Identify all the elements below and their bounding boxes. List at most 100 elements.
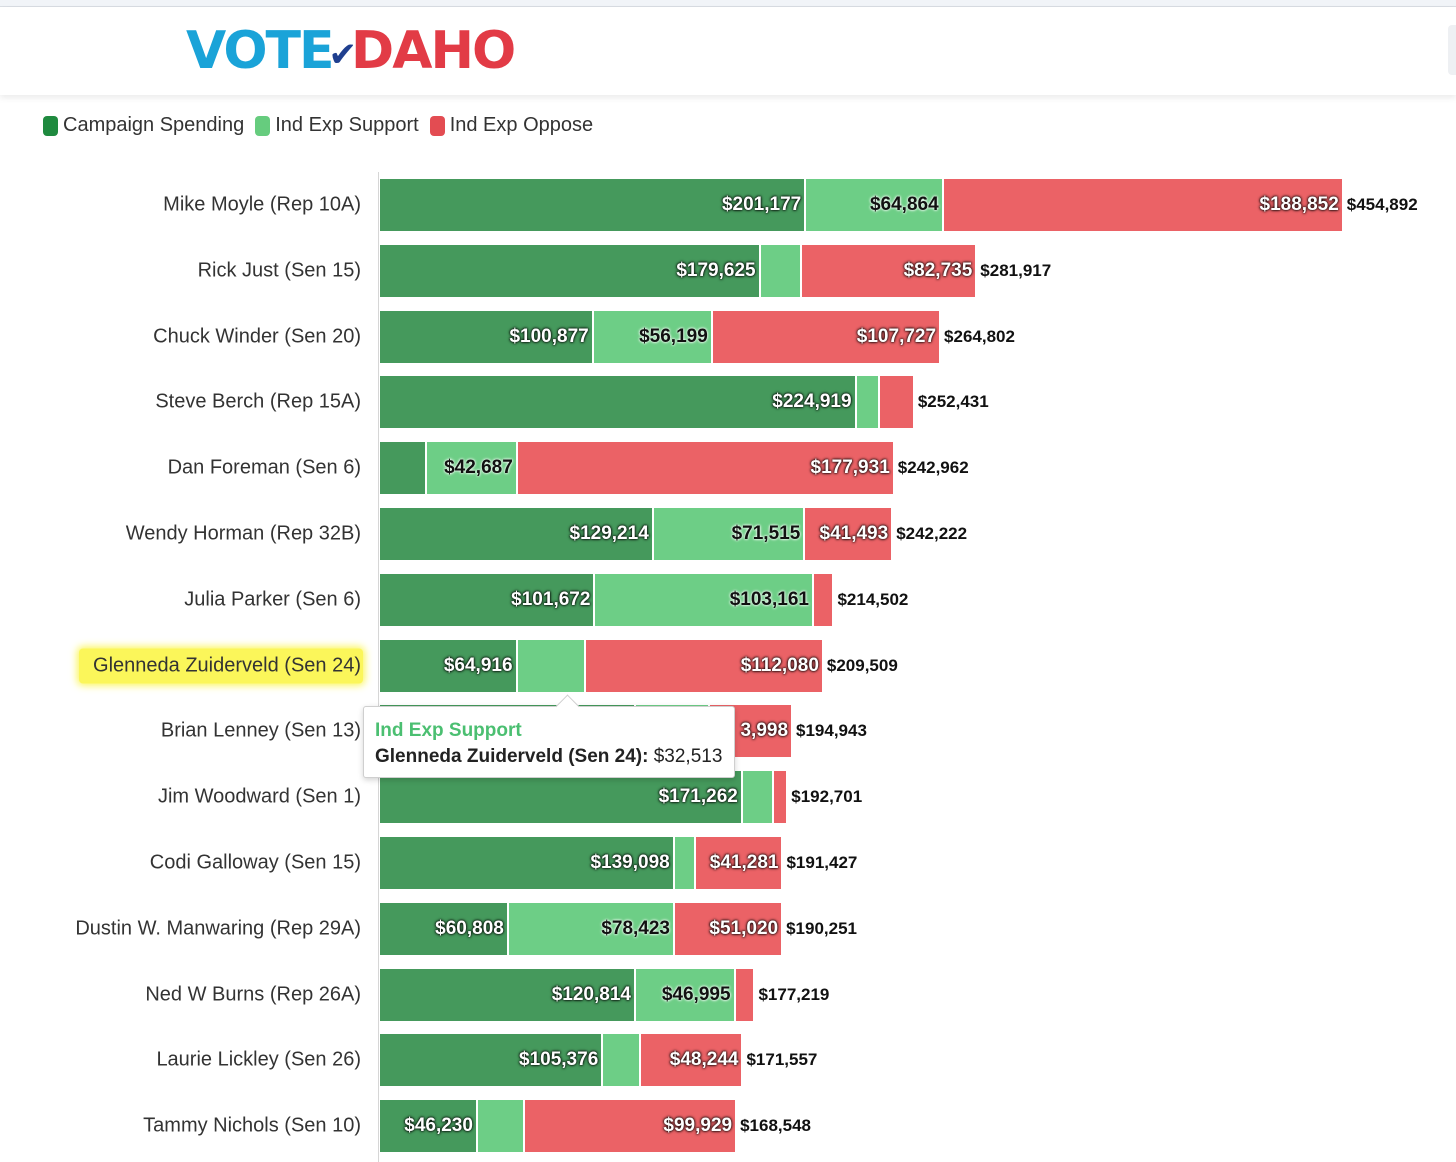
bar-segment-oppose[interactable] <box>802 244 978 297</box>
bar-segment-campaign[interactable] <box>380 376 857 429</box>
category-label: Codi Galloway (Sen 15) <box>149 851 361 874</box>
logo-vote-text: VOTE <box>186 21 335 81</box>
bar-segment-support[interactable] <box>603 1034 642 1087</box>
bar-total-label: $242,962 <box>897 458 969 478</box>
tooltip-candidate: Glenneda Zuiderveld (Sen 24): <box>375 746 649 767</box>
bar-value-label: $188,852 <box>1259 194 1339 215</box>
bar-value-label: $139,098 <box>590 852 670 873</box>
voteidaho-logo[interactable]: VOTE ✔ DAHO <box>186 21 516 81</box>
bar-segment-campaign[interactable] <box>380 244 761 297</box>
bar-segment-support[interactable] <box>742 771 774 824</box>
legend-item-support[interactable]: Ind Exp Support <box>255 114 419 137</box>
bar-value-label: $171,262 <box>658 786 738 808</box>
bar-total-label: $191,427 <box>786 853 858 872</box>
legend-swatch-campaign <box>43 115 58 136</box>
bar-segment-campaign[interactable] <box>380 442 428 495</box>
bar-total-label: $190,251 <box>786 918 857 938</box>
bar-segment-oppose[interactable] <box>805 508 894 560</box>
tooltip-line: Glenneda Zuiderveld (Sen 24): $32,513 <box>375 743 734 771</box>
bar-value-label: $42,687 <box>444 457 513 479</box>
bar-value-label: 3,998 <box>740 720 789 742</box>
category-label: Julia Parker (Sen 6) <box>184 588 361 611</box>
bar-segment-oppose[interactable] <box>525 1100 738 1153</box>
bar-value-label: $177,931 <box>810 457 890 479</box>
bar-segment-support[interactable] <box>760 244 802 297</box>
bar-segment-oppose[interactable] <box>712 310 942 363</box>
bar-value-label: $51,020 <box>709 917 779 939</box>
tooltip-series-name: Ind Exp Support <box>375 720 522 741</box>
bar-segment-support[interactable] <box>595 573 814 626</box>
category-label: Rick Just (Sen 15) <box>197 259 361 282</box>
bar-value-label: $201,177 <box>721 194 802 215</box>
bar-value-label: $82,735 <box>903 259 973 281</box>
bar-segment-campaign[interactable] <box>380 771 743 824</box>
bar-segment-support[interactable] <box>635 968 736 1021</box>
legend-item-oppose[interactable]: Ind Exp Oppose <box>429 114 593 137</box>
bar-segment-oppose[interactable] <box>674 902 784 955</box>
bar-segment-campaign[interactable] <box>380 902 509 955</box>
bar-value-label: $179,625 <box>676 259 756 281</box>
bar-value-label: $46,230 <box>404 1115 473 1137</box>
bar-segment-oppose[interactable] <box>695 837 784 889</box>
bar-segment-campaign[interactable] <box>380 310 594 363</box>
bar-value-label: $120,814 <box>551 983 631 1005</box>
bar-segment-support[interactable] <box>517 639 587 692</box>
bar-segment-campaign[interactable] <box>380 508 654 560</box>
legend-label-campaign: Campaign Spending <box>63 114 245 136</box>
bar-segment-support[interactable] <box>653 508 806 560</box>
bar-segment-support[interactable] <box>856 376 881 429</box>
window-top-edge <box>0 0 1456 7</box>
bar-segment-oppose[interactable] <box>943 179 1344 231</box>
bar-segment-oppose[interactable] <box>773 771 789 824</box>
bar-segment-support[interactable] <box>508 902 675 955</box>
legend-item-campaign[interactable]: Campaign Spending <box>43 114 244 137</box>
bar-segment-campaign[interactable] <box>380 1100 478 1153</box>
bar-segment-support[interactable] <box>593 310 713 363</box>
bar-value-label: $64,864 <box>869 194 939 215</box>
bar-value-label: $48,244 <box>669 1049 739 1071</box>
bar-segment-campaign[interactable] <box>380 639 518 692</box>
bar-value-label: $105,376 <box>519 1049 599 1071</box>
bar-segment-oppose[interactable] <box>735 968 756 1021</box>
bar-segment-support[interactable] <box>806 179 944 231</box>
bar-total-label: $177,219 <box>758 984 830 1004</box>
bar-segment-campaign[interactable] <box>380 1034 604 1087</box>
bar-segment-support[interactable] <box>674 837 696 889</box>
legend-swatch-support <box>255 115 271 136</box>
logo-check-icon: ✔ <box>328 35 357 75</box>
bar-total-label: $242,222 <box>896 524 968 543</box>
bar-value-label: $101,672 <box>511 588 591 610</box>
bar-segment-oppose[interactable] <box>880 376 915 429</box>
bar-segment-campaign[interactable] <box>380 837 675 889</box>
bar-total-label: $192,701 <box>791 787 863 807</box>
bar-value-label: $41,281 <box>709 852 779 873</box>
bar-total-label: $209,509 <box>826 655 898 675</box>
bar-segment-campaign[interactable] <box>380 968 636 1021</box>
bar-value-label: $224,919 <box>772 391 852 413</box>
category-label: Chuck Winder (Sen 20) <box>153 325 361 348</box>
header-side-tab[interactable] <box>1448 25 1456 75</box>
category-label: Dan Foreman (Sen 6) <box>167 456 361 479</box>
bar-total-label: $281,917 <box>980 260 1052 280</box>
category-label: Wendy Horman (Rep 32B) <box>125 522 361 545</box>
bar-segment-oppose[interactable] <box>517 442 895 495</box>
bar-segment-oppose[interactable] <box>813 573 835 626</box>
bar-total-label: $454,892 <box>1346 195 1418 214</box>
category-axis-line <box>378 172 379 1162</box>
bar-segment-oppose[interactable] <box>641 1034 744 1087</box>
bar-segment-support[interactable] <box>427 442 518 495</box>
site-header: VOTE ✔ DAHO <box>0 7 1456 95</box>
bar-segment-campaign[interactable] <box>380 179 807 231</box>
category-label: Glenneda Zuiderveld (Sen 24) <box>79 648 363 684</box>
bar-segment-oppose[interactable] <box>586 639 824 692</box>
bar-value-label: $107,727 <box>856 325 937 347</box>
bar-value-label: $100,877 <box>509 325 589 347</box>
bar-segment-campaign[interactable] <box>380 573 596 626</box>
category-label: Jim Woodward (Sen 1) <box>157 785 361 808</box>
legend-label-support: Ind Exp Support <box>275 114 419 136</box>
bar-value-label: $103,161 <box>729 588 809 610</box>
bar-segment-support[interactable] <box>477 1100 526 1153</box>
bar-value-label: $46,995 <box>661 983 731 1005</box>
tooltip-value: $32,513 <box>653 746 723 767</box>
